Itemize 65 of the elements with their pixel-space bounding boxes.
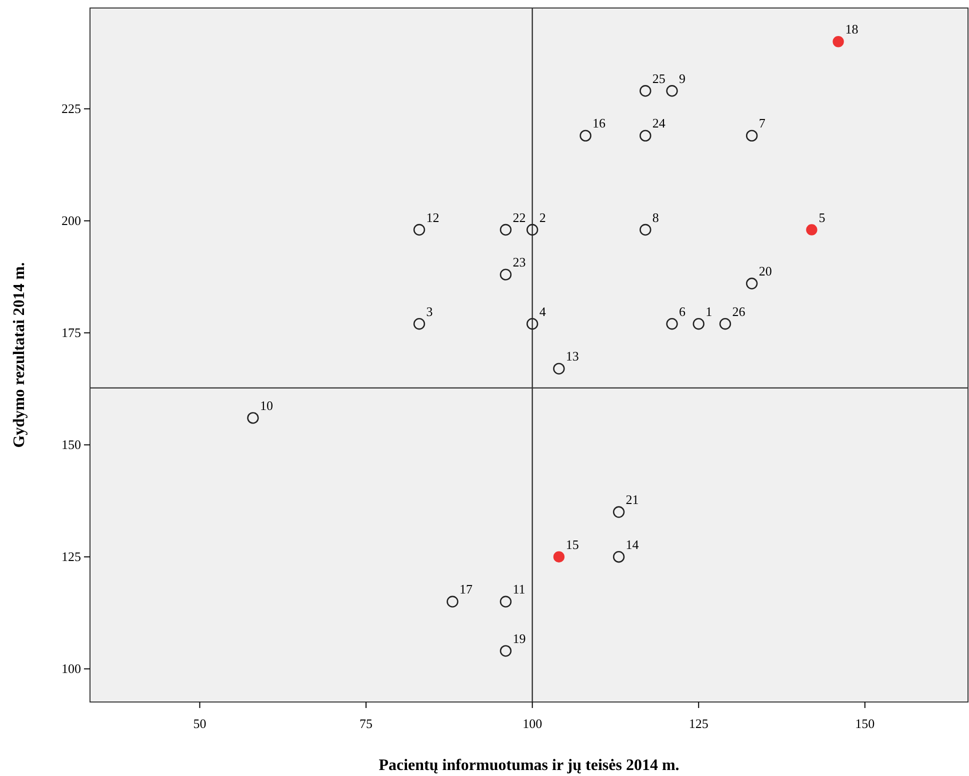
- y-axis-title: Gydymo rezultatai 2014 m.: [11, 262, 28, 448]
- point: [640, 85, 652, 97]
- point: [247, 412, 259, 424]
- point: [413, 224, 426, 236]
- annotation: 15: [566, 536, 579, 552]
- point: [553, 362, 565, 375]
- annotation: 17: [460, 582, 474, 597]
- x-tick-label: 50: [193, 716, 206, 731]
- point: [500, 224, 512, 236]
- point: [413, 318, 426, 330]
- x-tick-label: 150: [855, 716, 875, 731]
- point: [832, 36, 844, 48]
- annotation: 6: [679, 304, 686, 319]
- annotation: 21: [626, 492, 639, 508]
- point: [580, 130, 592, 142]
- annotation: 23: [512, 254, 526, 270]
- y-tick-label: 225: [62, 100, 81, 116]
- x-tick-label: 125: [688, 716, 708, 731]
- point: [640, 224, 652, 236]
- annotation: 5: [818, 210, 826, 225]
- point: [746, 278, 758, 290]
- point: [526, 318, 538, 330]
- point: [666, 85, 678, 97]
- annotation: 12: [426, 210, 440, 225]
- annotation: 18: [845, 22, 858, 37]
- annotation: 25: [652, 70, 666, 86]
- annotation: 1: [706, 304, 712, 319]
- point: [500, 596, 512, 608]
- point: [500, 645, 512, 657]
- annotation: 19: [512, 630, 526, 646]
- annotation: 10: [260, 398, 273, 413]
- point: [500, 268, 512, 280]
- annotation: 11: [512, 582, 526, 597]
- annotation: 22: [512, 210, 526, 225]
- annotation: 20: [758, 264, 772, 279]
- point: [666, 318, 678, 330]
- point: [553, 551, 565, 562]
- point: [612, 506, 625, 518]
- y-tick-label: 200: [62, 212, 81, 228]
- x-axis-title: Pacientų informuotumas ir jų teisės 2014 m.: [378, 757, 680, 774]
- x-tick-label: 100: [522, 716, 542, 731]
- y-tick-label: 100: [62, 661, 81, 676]
- x-tick-label: 75: [360, 716, 373, 731]
- point: [612, 550, 625, 563]
- annotation: 4: [539, 304, 546, 319]
- point: [719, 318, 732, 330]
- point: [446, 596, 458, 608]
- point: [692, 318, 704, 330]
- annotation: 24: [652, 116, 666, 131]
- y-tick-label: 175: [62, 324, 81, 340]
- point: [526, 224, 538, 236]
- y-tick-label: 150: [62, 436, 81, 452]
- annotation: 8: [652, 210, 659, 225]
- point: [746, 130, 758, 142]
- point: [640, 130, 652, 142]
- point: [806, 224, 818, 236]
- annotation: 16: [592, 116, 606, 131]
- annotation: 9: [679, 70, 686, 86]
- annotation: 3: [426, 304, 433, 319]
- annotation: 13: [566, 348, 579, 364]
- annotation: 2: [539, 210, 546, 225]
- annotation: 14: [626, 536, 640, 552]
- annotation: 7: [758, 116, 766, 131]
- annotation: 26: [732, 304, 746, 319]
- y-tick-label: 125: [62, 549, 81, 564]
